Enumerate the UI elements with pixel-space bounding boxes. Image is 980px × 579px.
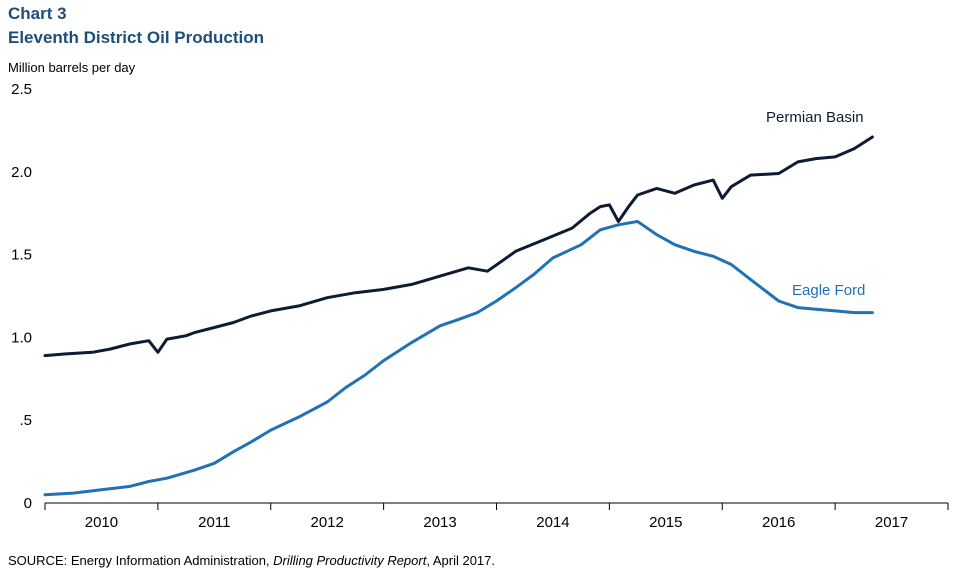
series-label-permian: Permian Basin — [766, 109, 864, 126]
chart-number: Chart 3 — [8, 4, 67, 23]
y-tick-label: 1.0 — [11, 329, 32, 346]
x-tick-label: 2013 — [423, 514, 456, 531]
y-tick-label: 1.5 — [11, 247, 32, 264]
x-tick-label: 2012 — [311, 514, 344, 531]
x-axis-ticks: 2010 2011 2012 2013 2014 2015 2016 2017 — [44, 503, 949, 531]
series-line-permian-basin — [43, 135, 874, 358]
y-tick-label: 2.5 — [11, 81, 32, 98]
y-tick-label: 0 — [24, 495, 32, 512]
x-tick-label: 2011 — [198, 514, 230, 531]
x-tick-label: 2014 — [536, 514, 569, 531]
x-tick-label: 2016 — [762, 514, 795, 531]
y-tick-label: .5 — [19, 412, 32, 429]
source-note: SOURCE: Energy Information Administratio… — [8, 553, 495, 568]
source-prefix: SOURCE: Energy Information Administratio… — [8, 553, 274, 568]
y-tick-label: 2.0 — [11, 164, 32, 181]
source-publication: Drilling Productivity Report — [273, 553, 427, 568]
x-tick-label: 2015 — [649, 514, 682, 531]
chart-title: Eleventh District Oil Production — [8, 28, 264, 47]
x-tick-label: 2010 — [85, 514, 118, 531]
series-lines — [43, 135, 874, 497]
x-tick-label: 2017 — [875, 514, 908, 531]
y-axis-ticks: 0 .5 1.0 1.5 2.0 2.5 — [11, 81, 32, 512]
y-axis-unit-label: Million barrels per day — [8, 60, 136, 75]
series-line-eagle-ford — [43, 220, 874, 497]
source-suffix: , April 2017. — [426, 553, 495, 568]
series-label-eagle-ford: Eagle Ford — [792, 282, 865, 299]
